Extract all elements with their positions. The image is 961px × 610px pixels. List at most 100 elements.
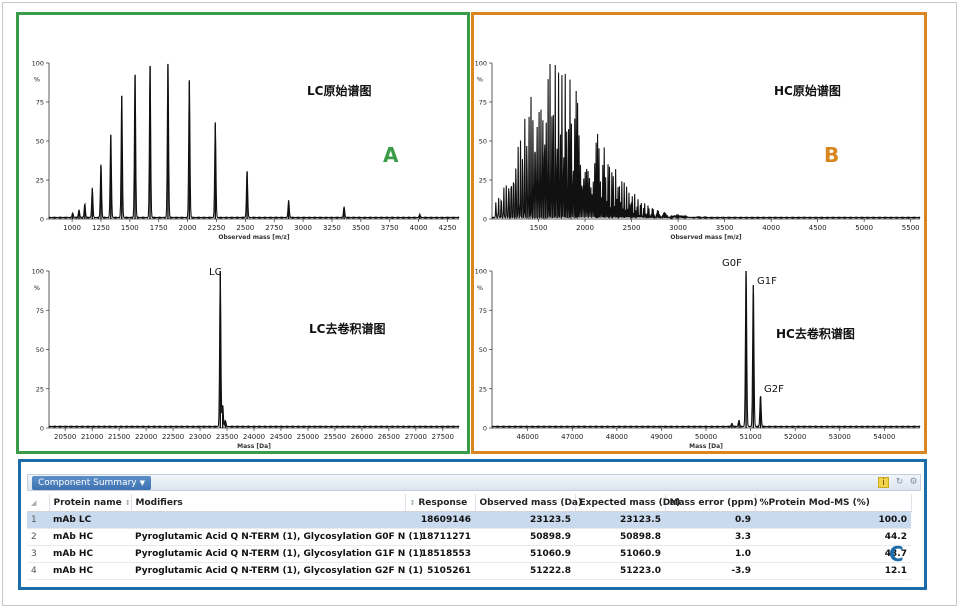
table-row[interactable]: 1 mAb LC 18609146 23123.5 23123.5 0.9 10… (27, 511, 911, 529)
panel-c-letter: C (889, 542, 904, 566)
col-protein-name[interactable]: Protein name ↕ (49, 494, 132, 512)
y-axis-label: % (477, 284, 483, 292)
dropdown-arrow-icon: ▼ (139, 479, 145, 487)
x-tick-label: 54000 (873, 433, 895, 441)
y-tick-label: 0 (40, 425, 44, 433)
lc-raw-title: LC原始谱图 (307, 84, 372, 98)
col-modifiers[interactable]: Modifiers (131, 494, 406, 512)
row-index: 3 (27, 545, 49, 563)
x-tick-label: 48000 (606, 433, 628, 441)
col-observed-mass[interactable]: Observed mass (Da) (475, 494, 582, 512)
x-tick-label: 1500 (121, 224, 139, 232)
col-expected-mass[interactable]: Expected mass (Da) (575, 494, 680, 512)
y-tick-label: 25 (36, 177, 44, 185)
protein-mod-cell: 44.2 (755, 528, 911, 546)
modifiers-cell: Pyroglutamic Acid Q N-TERM (1), Glycosyl… (131, 545, 423, 563)
peak-label-g1f: G1F (757, 276, 777, 287)
panel-b-letter: B (824, 143, 840, 167)
component-summary-title: Component Summary (38, 478, 137, 488)
table-row[interactable]: 3 mAb HC Pyroglutamic Acid Q N-TERM (1),… (27, 545, 911, 563)
panel-b-hc: 0 25 50 75 100% 1500 2000 2500 3000 3500 4000 4500 5… (471, 12, 927, 454)
peak-label-g2f: G2F (764, 384, 784, 395)
mass-error-cell: 0.9 (665, 511, 755, 529)
x-tick-label: 2500 (623, 224, 641, 232)
x-tick-label: 2750 (265, 224, 283, 232)
x-tick-label: 25000 (297, 433, 319, 441)
info-icon[interactable]: i (878, 477, 889, 488)
y-tick-label: 50 (479, 138, 487, 146)
x-axis-label: Mass [Da] (237, 443, 271, 450)
hc-raw-spectrum: 0 25 50 75 100% 1500 2000 2500 3000 3500 4000 4500 5… (475, 60, 921, 241)
x-tick-label: 26000 (351, 433, 373, 441)
col-index-header[interactable]: ◢ (27, 494, 50, 512)
x-tick-label: 52000 (784, 433, 806, 441)
x-tick-label: 2500 (236, 224, 254, 232)
component-summary-tab[interactable]: Component Summary ▼ (32, 476, 151, 490)
y-tick-label: 0 (483, 425, 487, 433)
y-tick-label: 0 (483, 216, 487, 224)
sort-icon: ↕ (409, 498, 416, 507)
table-row[interactable]: 4 mAb HC Pyroglutamic Acid Q N-TERM (1),… (27, 562, 911, 580)
x-tick-label: 21500 (108, 433, 130, 441)
protein-mod-cell: 12.1 (755, 562, 911, 580)
x-tick-label: 4250 (439, 224, 457, 232)
select-all-icon: ◢ (31, 498, 37, 507)
x-axis-label: Mass [Da] (689, 443, 723, 450)
x-tick-label: 2000 (576, 224, 594, 232)
row-index: 1 (27, 511, 49, 529)
y-tick-label: 100 (475, 60, 487, 68)
modifiers-cell: Pyroglutamic Acid Q N-TERM (1), Glycosyl… (131, 562, 423, 580)
protein-name-cell: mAb HC (49, 545, 131, 563)
mass-error-cell: 3.3 (665, 528, 755, 546)
hc-decon-title: HC去卷积谱图 (776, 327, 855, 341)
hc-raw-title: HC原始谱图 (774, 84, 841, 98)
lc-deconvoluted-spectrum: 0 25 50 75 100% 20500 21000 21500 22000 22500 2300… (32, 268, 460, 450)
x-tick-label: 1000 (63, 224, 81, 232)
peak-label-g0f: G0F (722, 258, 742, 269)
hc-deconvoluted-spectrum: 0 25 50 75 100% 46000 47000 48000 49000 50000 5100… (475, 268, 921, 450)
protein-name-cell: mAb HC (49, 528, 131, 546)
protein-mod-cell: 100.0 (755, 511, 911, 529)
col-protein-mod[interactable]: %Protein Mod-MS (%) (755, 494, 912, 512)
response-cell: 18711271 (405, 528, 475, 546)
x-tick-label: 25500 (324, 433, 346, 441)
y-tick-label: 0 (40, 216, 44, 224)
expected-mass-cell: 23123.5 (575, 511, 665, 529)
component-summary-header: Component Summary ▼ i ↻ ⚙ (27, 474, 921, 491)
x-tick-label: 53000 (829, 433, 851, 441)
col-mass-error-label: Mass error (ppm) (669, 497, 758, 508)
response-cell: 18609146 (405, 511, 475, 529)
x-tick-label: 51000 (739, 433, 761, 441)
settings-icon[interactable]: ⚙ (909, 477, 918, 487)
x-tick-label: 1250 (92, 224, 110, 232)
y-tick-label: 25 (36, 385, 44, 393)
y-tick-label: 100 (475, 268, 487, 276)
modifiers-cell: Pyroglutamic Acid Q N-TERM (1), Glycosyl… (131, 528, 423, 546)
y-axis-label: % (34, 284, 40, 292)
col-modifiers-label: Modifiers (135, 497, 183, 508)
x-tick-label: 2250 (208, 224, 226, 232)
col-mass-error[interactable]: Mass error (ppm) (665, 494, 758, 512)
x-tick-label: 2000 (179, 224, 197, 232)
y-tick-label: 50 (36, 346, 44, 354)
refresh-icon[interactable]: ↻ (895, 477, 904, 487)
sort-icon: ↕ (124, 498, 131, 507)
table-row[interactable]: 2 mAb HC Pyroglutamic Acid Q N-TERM (1),… (27, 528, 911, 546)
y-tick-label: 75 (36, 99, 44, 107)
y-axis-label: % (34, 76, 40, 84)
x-tick-label: 3500 (716, 224, 734, 232)
x-tick-label: 23500 (216, 433, 238, 441)
observed-mass-cell: 51222.8 (475, 562, 575, 580)
y-tick-label: 75 (479, 307, 487, 315)
col-response[interactable]: ↕ Response (405, 494, 476, 512)
x-tick-label: 4000 (762, 224, 780, 232)
protein-name-cell: mAb HC (49, 562, 131, 580)
x-tick-label: 3250 (323, 224, 341, 232)
mass-error-cell: 1.0 (665, 545, 755, 563)
col-response-label: Response (418, 497, 468, 508)
y-tick-label: 100 (32, 268, 44, 276)
observed-mass-cell: 23123.5 (475, 511, 575, 529)
peak-label-lc: LC (209, 267, 222, 278)
x-tick-label: 3000 (669, 224, 687, 232)
expected-mass-cell: 51223.0 (575, 562, 665, 580)
